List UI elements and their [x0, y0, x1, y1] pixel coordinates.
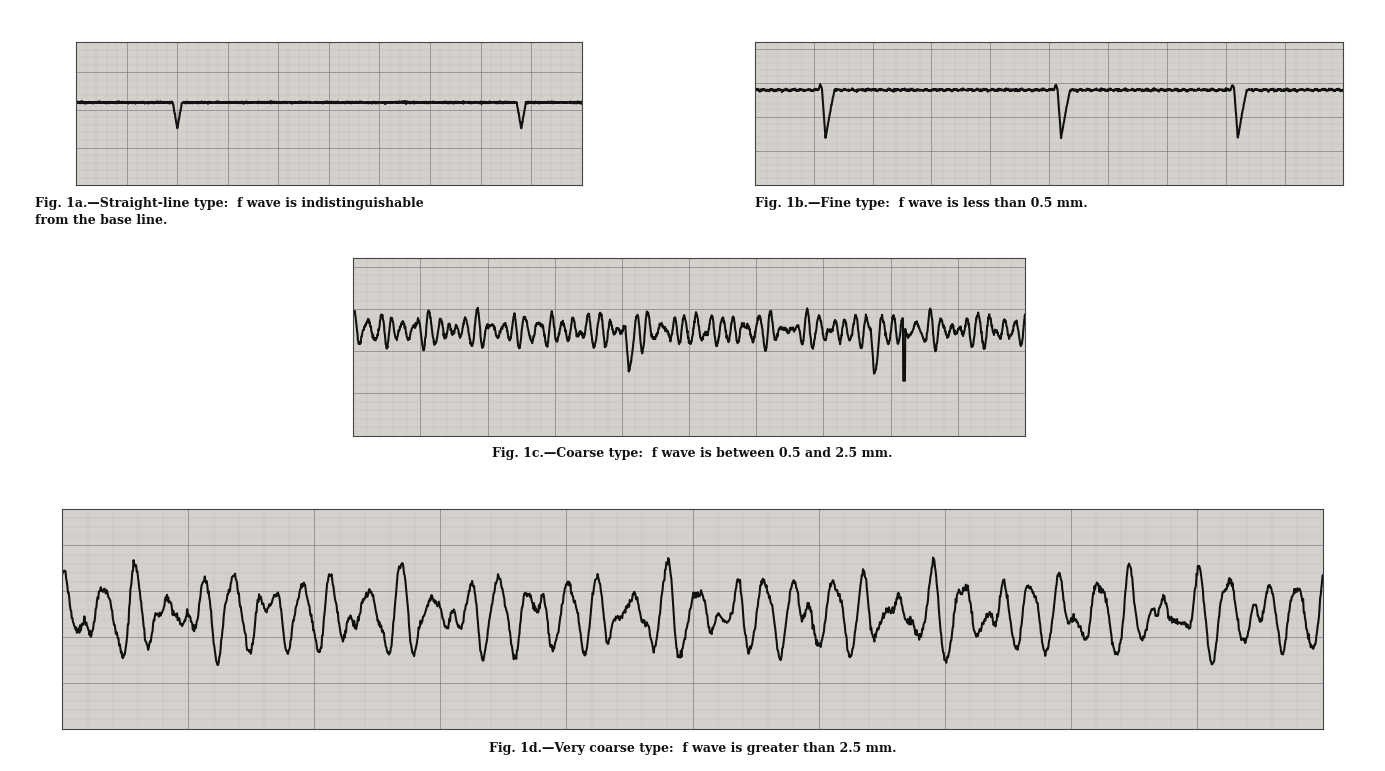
Text: Fig. 1a.—Straight-line type:  f wave is indistinguishable
from the base line.: Fig. 1a.—Straight-line type: f wave is i…	[35, 197, 424, 227]
Text: Fig. 1d.—Very coarse type:  f wave is greater than 2.5 mm.: Fig. 1d.—Very coarse type: f wave is gre…	[489, 742, 896, 755]
Text: Fig. 1b.—Fine type:  f wave is less than 0.5 mm.: Fig. 1b.—Fine type: f wave is less than …	[755, 197, 1087, 210]
Text: Fig. 1c.—Coarse type:  f wave is between 0.5 and 2.5 mm.: Fig. 1c.—Coarse type: f wave is between …	[492, 447, 893, 460]
